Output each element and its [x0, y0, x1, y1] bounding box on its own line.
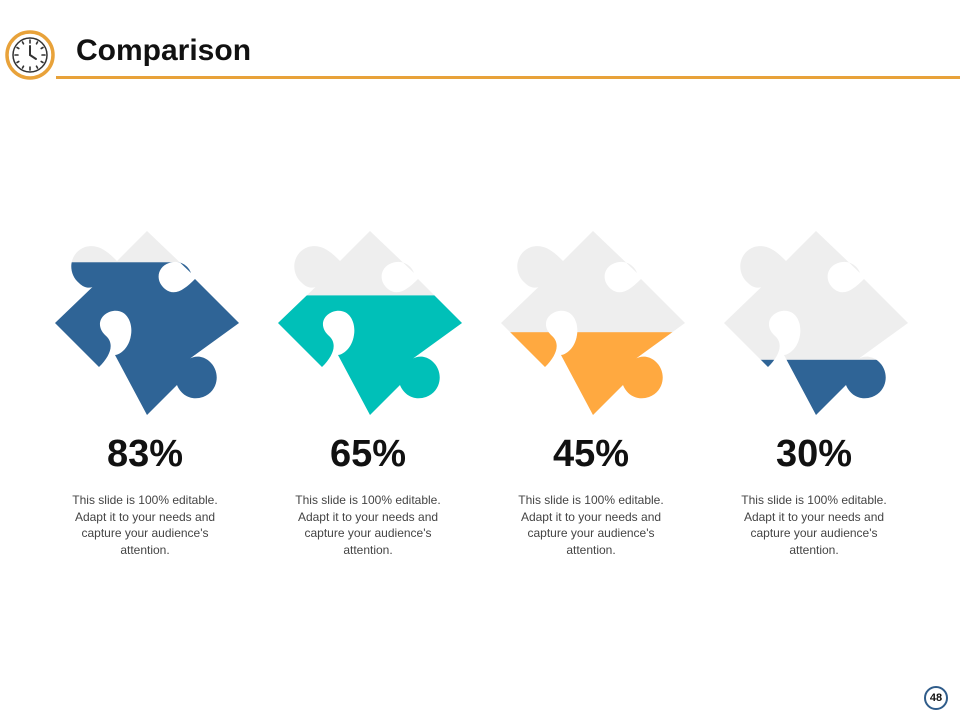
page-number: 48: [924, 686, 948, 710]
puzzle-piece-icon: [501, 231, 685, 415]
percent-value: 83%: [106, 433, 184, 475]
slide-header: Comparison: [0, 0, 960, 82]
comparison-item-4: 30% This slide is 100% editable. Adapt i…: [716, 225, 916, 565]
puzzle-fill-level: [501, 332, 685, 415]
comparison-item-1: 83% This slide is 100% editable. Adapt i…: [47, 225, 247, 565]
item-description: This slide is 100% editable. Adapt it to…: [518, 493, 664, 557]
puzzle-piece-icon: [278, 231, 462, 415]
comparison-item-2: 65% This slide is 100% editable. Adapt i…: [270, 225, 470, 565]
puzzle-piece-icon: [55, 231, 239, 415]
puzzle-piece-icon: [724, 231, 908, 415]
item-description: This slide is 100% editable. Adapt it to…: [741, 493, 887, 557]
item-description: This slide is 100% editable. Adapt it to…: [295, 493, 441, 557]
puzzle-fill-level: [278, 295, 462, 415]
clock-icon: [5, 30, 55, 80]
puzzle-fill-level: [724, 359, 908, 415]
comparison-item-3: 45% This slide is 100% editable. Adapt i…: [493, 225, 693, 565]
percent-value: 45%: [552, 433, 630, 475]
page-title: Comparison: [76, 34, 252, 67]
percent-value: 65%: [329, 433, 407, 475]
percent-value: 30%: [775, 433, 853, 475]
header-divider: [56, 76, 960, 79]
item-description: This slide is 100% editable. Adapt it to…: [72, 493, 218, 557]
puzzle-fill-level: [55, 262, 239, 415]
